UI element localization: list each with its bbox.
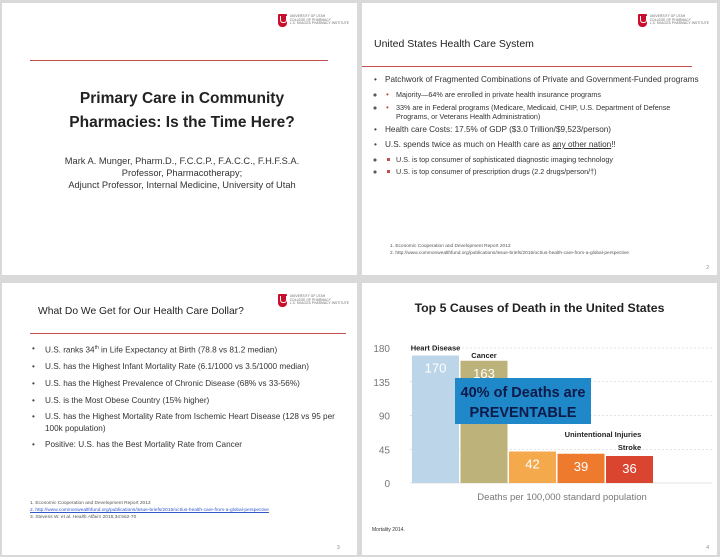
author-position-2: Adjunct Professor, Internal Medicine, Un…	[68, 180, 296, 190]
list-item: U.S. spends twice as much on Health care…	[372, 140, 702, 177]
author-block: Mark A. Munger, Pharm.D., F.C.C.P., F.A.…	[22, 155, 342, 191]
preventable-callout: 40% of Deaths are PREVENTABLE	[455, 378, 591, 424]
slide-title: Top 5 Causes of Death in the United Stat…	[414, 301, 665, 315]
y-tick-label: 90	[379, 412, 391, 423]
category-label: Heart Disease	[411, 344, 461, 353]
value-label: 39	[574, 459, 588, 474]
title-divider	[30, 60, 328, 61]
value-label: 163	[473, 366, 495, 381]
list-item: Patchwork of Fragmented Combinations of …	[372, 75, 702, 121]
logo-line-1: UNIVERSITY OF UTAH	[289, 14, 326, 19]
bar	[557, 453, 605, 483]
slide-title: What Do We Get for Our Health Care Dolla…	[38, 306, 244, 317]
list-item: Positive: U.S. has the Best Mortality Ra…	[32, 439, 347, 451]
slide-1[interactable]: UNIVERSITY OF UTAH COLLEGE OF PHARMACY L…	[2, 3, 357, 275]
author-position-1: Professor, Pharmacotherapy;	[121, 168, 243, 178]
y-tick-label: 0	[384, 479, 390, 490]
callout-box	[455, 378, 591, 424]
title-line-2: Pharmacies: Is the Time Here?	[69, 114, 295, 131]
reference-1: 1. Economic Cooperation and Development …	[390, 244, 511, 249]
bullet-list: U.S. ranks 34th in Life Expectancy at Bi…	[32, 343, 347, 456]
sub-list: Majority—64% are enrolled in private hea…	[385, 90, 702, 122]
logo-line-2: COLLEGE OF PHARMACY	[289, 17, 331, 22]
reference-3: 3. Stevens W. et al. Health Affairs 2015…	[30, 514, 137, 520]
logo-line-1: UNIVERSITY OF UTAH	[649, 14, 686, 19]
slide-number: 3	[337, 545, 340, 551]
list-item: U.S. is top consumer of prescription dru…	[385, 167, 702, 176]
category-label: Unintentional Injuries	[565, 430, 642, 439]
logo-line-2: COLLEGE OF PHARMACY	[289, 297, 331, 302]
list-item: U.S. ranks 34th in Life Expectancy at Bi…	[32, 343, 347, 356]
value-label: 42	[525, 457, 539, 472]
list-item: 33% are in Federal programs (Medicare, M…	[385, 103, 702, 122]
x-axis-label: Deaths per 100,000 standard population	[477, 492, 647, 503]
category-labels: Heart Disease Cancer Unintentional Injurie…	[411, 344, 642, 453]
callout-line-2: PREVENTABLE	[470, 405, 577, 421]
category-label: Stroke	[618, 443, 641, 452]
list-item: Majority—64% are enrolled in private hea…	[385, 90, 702, 100]
list-item: U.S. has the Highest Infant Mortality Ra…	[32, 361, 347, 373]
slide-4[interactable]: Top 5 Causes of Death in the United Stat…	[362, 283, 717, 555]
logo-line-3: L.S. SKAGGS PHARMACY INSTITUTE	[289, 301, 349, 306]
university-logo: UNIVERSITY OF UTAH COLLEGE OF PHARMACY L…	[277, 294, 349, 307]
y-tick-label: 180	[373, 344, 390, 355]
title-divider	[362, 66, 692, 67]
reference-1: 1. Economic Cooperation and Development …	[30, 501, 151, 506]
title-line-1: Primary Care in Community	[79, 90, 285, 107]
list-item: U.S. has the Highest Prevalence of Chron…	[32, 378, 347, 390]
logo-line-3: L.S. SKAGGS PHARMACY INSTITUTE	[289, 21, 349, 26]
logo-line-1: UNIVERSITY OF UTAH	[289, 294, 326, 299]
value-labels: 170 163 42 39 36	[425, 361, 637, 477]
slide-title: United States Health Care System	[374, 38, 534, 50]
utah-u-icon	[277, 14, 287, 27]
references: 1. Economic Cooperation and Development …	[390, 243, 629, 257]
list-item: U.S. is the Most Obese Country (15% high…	[32, 395, 347, 407]
presentation-title: Primary Care in Community Pharmacies: Is…	[32, 87, 332, 135]
slide-2[interactable]: UNIVERSITY OF UTAH COLLEGE OF PHARMACY L…	[362, 3, 717, 275]
logo-line-2: COLLEGE OF PHARMACY	[649, 17, 691, 22]
reference-2-link[interactable]: 2. http://www.commonwealthfund.org/publi…	[30, 507, 269, 513]
y-tick-labels: 0 45 90 135 180	[373, 344, 390, 490]
causes-of-death-chart: 0 45 90 135 180 170 163 42 39 36 Heart Disease Ca…	[373, 344, 712, 503]
bar	[509, 451, 556, 483]
utah-u-icon	[637, 14, 647, 27]
bar	[606, 456, 653, 483]
bar	[412, 355, 459, 483]
author-name: Mark A. Munger, Pharm.D., F.C.C.P., F.A.…	[64, 156, 300, 166]
slide-number: 2	[706, 265, 709, 271]
value-label: 36	[622, 461, 636, 476]
slide-3[interactable]: UNIVERSITY OF UTAH COLLEGE OF PHARMACY L…	[2, 283, 357, 555]
sub-list: U.S. is top consumer of sophisticated di…	[385, 155, 702, 177]
callout-line-1: 40% of Deaths are	[461, 385, 586, 401]
title-divider	[30, 333, 346, 334]
reference-2[interactable]: 2. http://www.commonwealthfund.org/publi…	[390, 251, 629, 256]
university-logo: UNIVERSITY OF UTAH COLLEGE OF PHARMACY L…	[637, 14, 709, 27]
source-note: Mortality 2014.	[372, 527, 405, 533]
bullet-list: Patchwork of Fragmented Combinations of …	[372, 75, 702, 181]
list-item: U.S. has the Highest Mortality Rate from…	[32, 411, 347, 434]
list-item: Health care Costs: 17.5% of GDP ($3.0 Tr…	[372, 125, 702, 136]
y-tick-label: 45	[379, 445, 391, 456]
list-item: U.S. is top consumer of sophisticated di…	[385, 155, 702, 164]
bars	[412, 355, 653, 483]
slide-number: 4	[706, 545, 709, 551]
references: 1. Economic Cooperation and Development …	[30, 501, 269, 521]
utah-u-icon	[277, 294, 287, 307]
university-logo: UNIVERSITY OF UTAH COLLEGE OF PHARMACY L…	[277, 14, 349, 27]
value-label: 170	[425, 361, 447, 376]
category-label: Cancer	[471, 351, 497, 360]
y-tick-label: 135	[373, 378, 390, 389]
logo-line-3: L.S. SKAGGS PHARMACY INSTITUTE	[649, 21, 709, 26]
